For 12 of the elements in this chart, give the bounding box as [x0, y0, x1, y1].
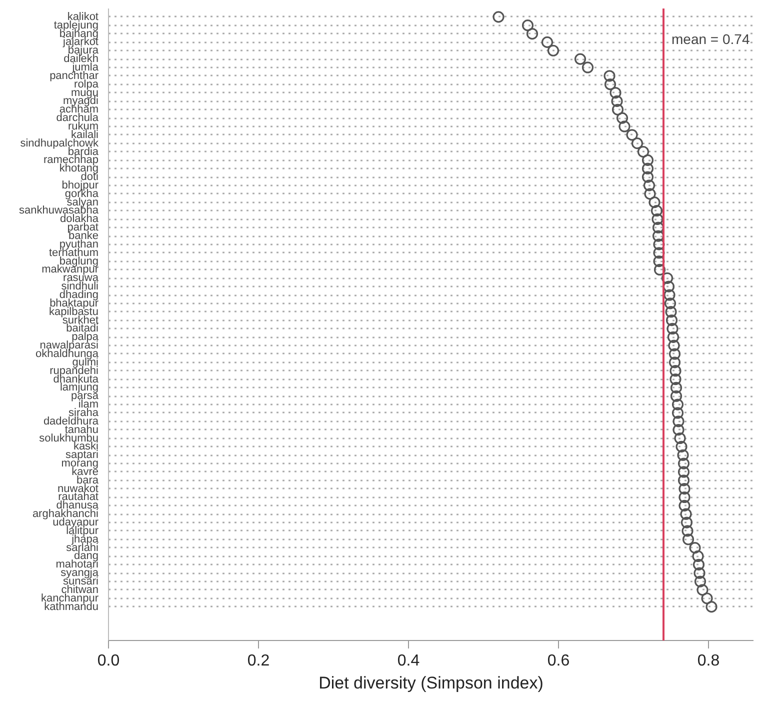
x-tick-label: 0.2	[247, 652, 270, 670]
x-tick-label: 0.4	[397, 652, 420, 670]
y-tick-label: sindhupalchowk	[20, 137, 99, 150]
x-axis-title: Diet diversity (Simpson index)	[318, 674, 544, 692]
y-tick-label: dang	[74, 550, 99, 562]
y-tick-label: panchthar	[50, 70, 99, 82]
y-tick-label: pyuthan	[59, 238, 99, 250]
x-tick-label: 0.6	[547, 652, 570, 670]
y-tick-label: myagdi	[63, 95, 99, 108]
x-tick-label: 0.0	[97, 652, 120, 670]
ref-line-label: mean = 0.74	[672, 30, 750, 47]
x-tick-label: 0.8	[697, 652, 720, 670]
